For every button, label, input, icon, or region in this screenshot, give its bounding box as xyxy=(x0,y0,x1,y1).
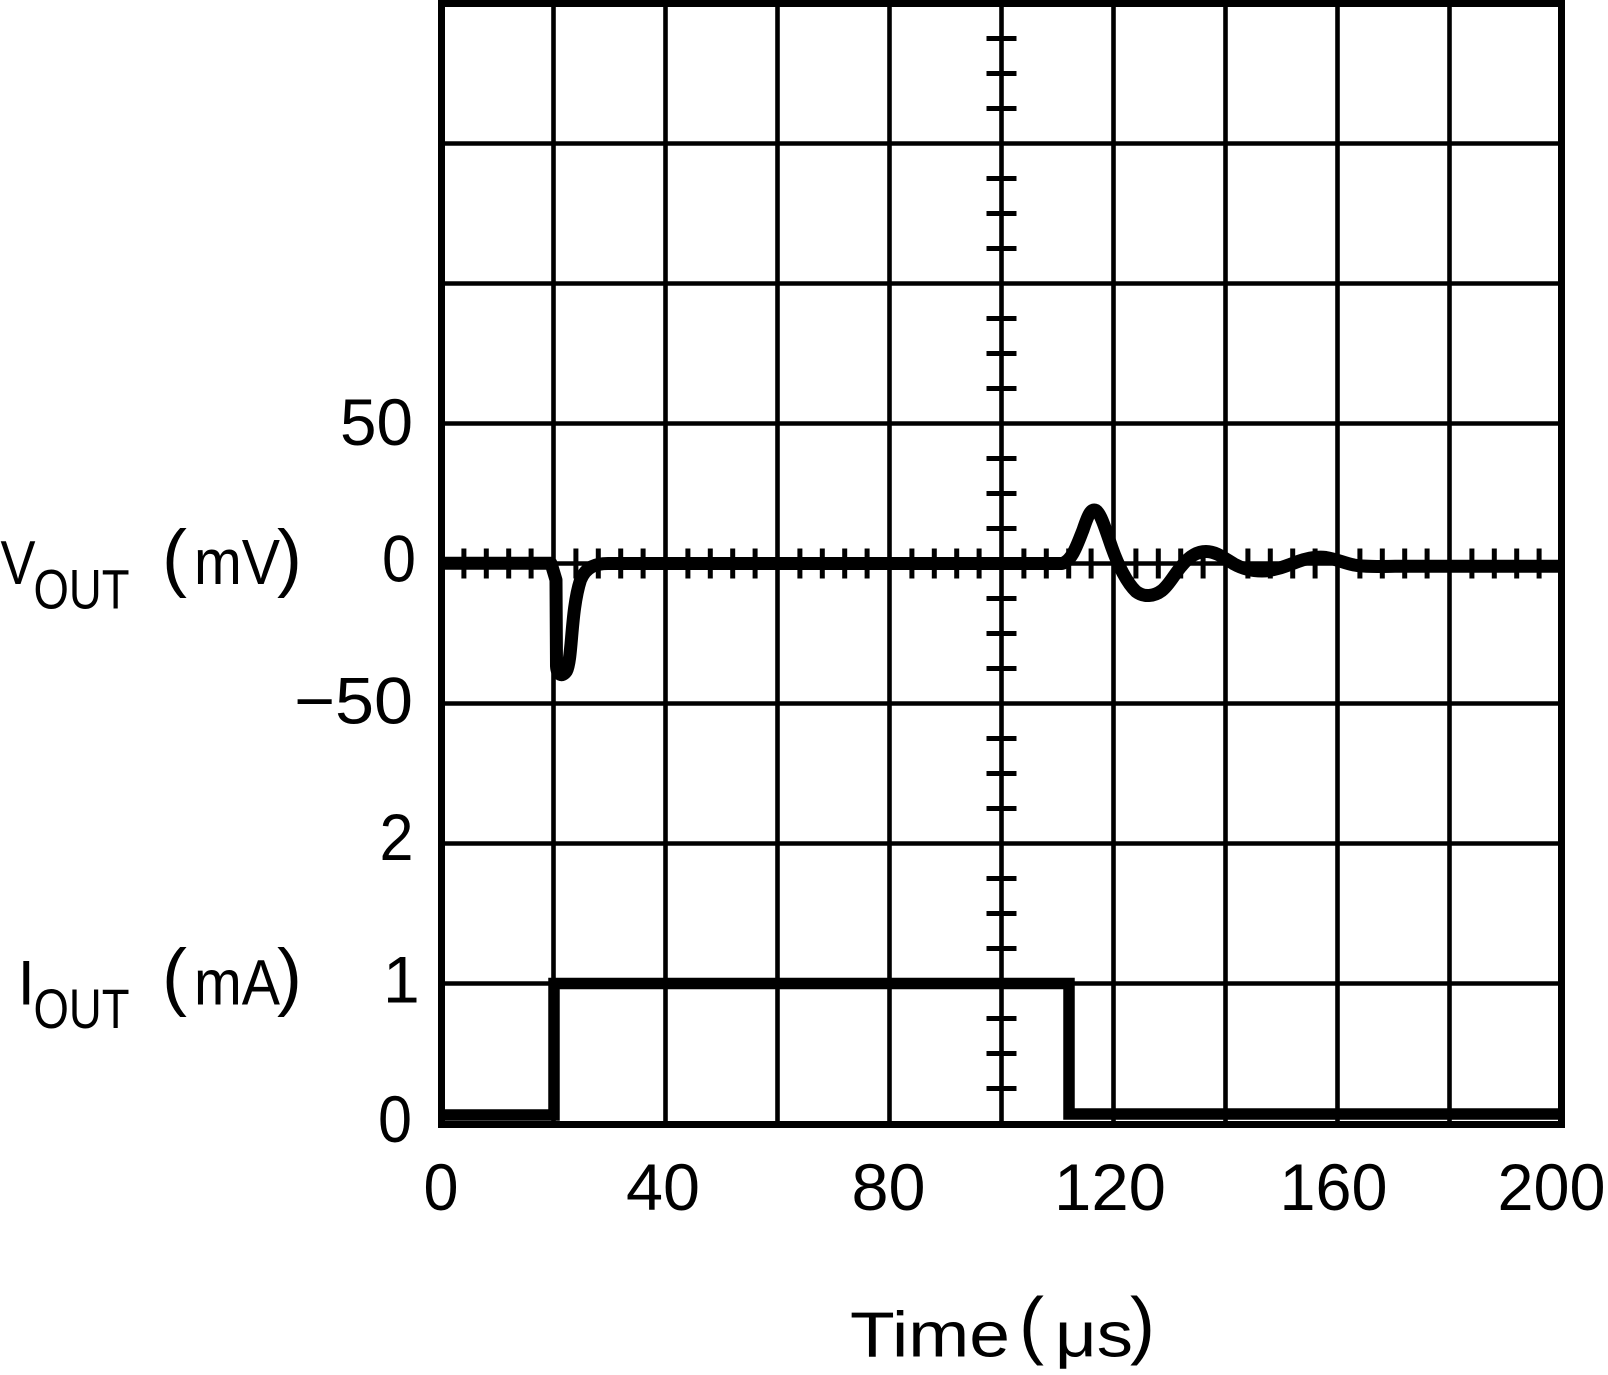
svg-text:I: I xyxy=(18,949,36,1019)
svg-text:0: 0 xyxy=(378,1082,412,1156)
svg-text:160: 160 xyxy=(1280,1150,1388,1224)
svg-text:OUT: OUT xyxy=(34,558,130,621)
svg-text:OUT: OUT xyxy=(34,977,130,1040)
svg-text:mA: mA xyxy=(194,947,280,1019)
svg-text:Time: Time xyxy=(850,1299,1010,1371)
svg-text:200: 200 xyxy=(1498,1150,1606,1224)
svg-text:2: 2 xyxy=(380,800,414,874)
svg-text:(: ( xyxy=(162,934,187,1018)
svg-text:μs: μs xyxy=(1055,1299,1133,1371)
svg-text:mV: mV xyxy=(194,526,280,598)
svg-text:50: 50 xyxy=(340,385,413,459)
svg-text:0: 0 xyxy=(382,522,416,596)
svg-text:): ) xyxy=(277,515,302,599)
svg-text:): ) xyxy=(1130,1282,1155,1366)
svg-text:(: ( xyxy=(162,515,187,599)
svg-text:(: ( xyxy=(1019,1282,1044,1366)
svg-text:1: 1 xyxy=(383,943,420,1017)
svg-text:0: 0 xyxy=(424,1150,459,1224)
svg-text:40: 40 xyxy=(626,1150,700,1224)
svg-text:−50: −50 xyxy=(294,664,413,738)
svg-text:): ) xyxy=(277,934,302,1018)
svg-text:V: V xyxy=(1,529,37,598)
svg-text:80: 80 xyxy=(852,1150,926,1224)
svg-text:120: 120 xyxy=(1054,1150,1166,1224)
